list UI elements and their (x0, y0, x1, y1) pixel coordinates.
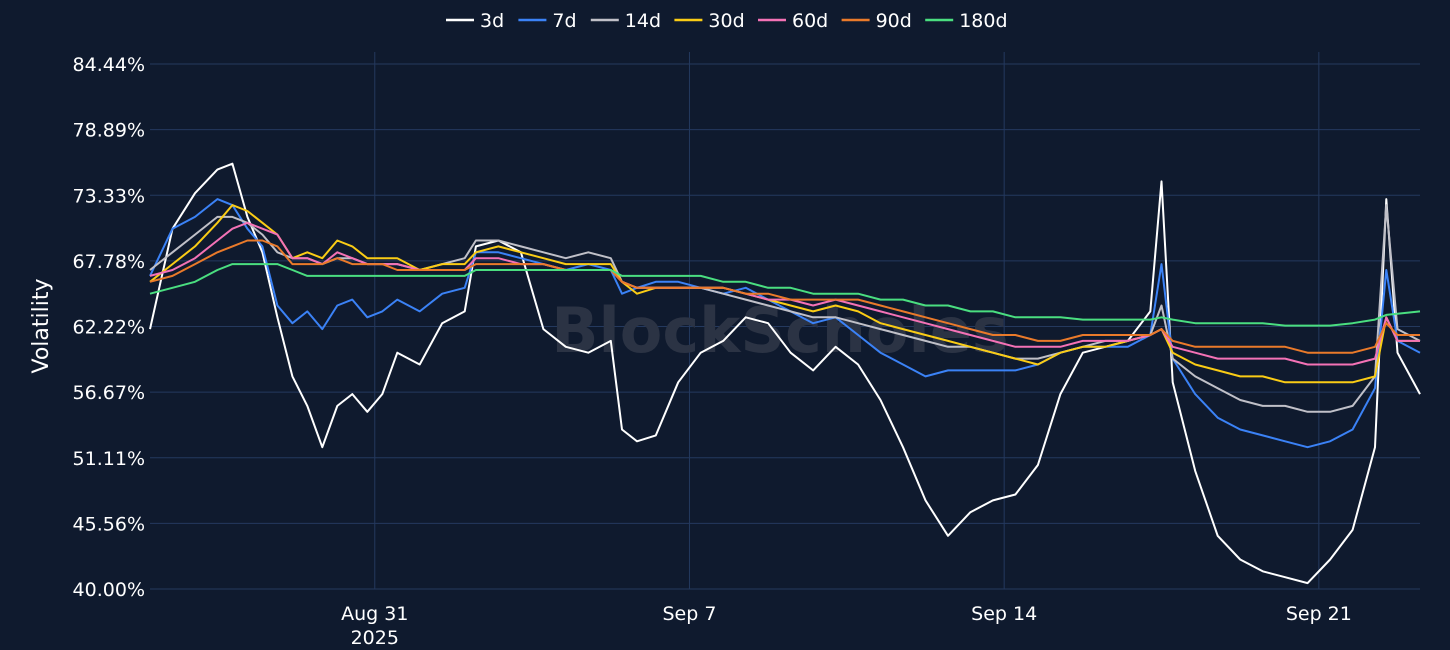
legend-label-180d: 180d (959, 10, 1007, 32)
y-tick-label: 56.67% (73, 382, 145, 404)
y-tick-label: 67.78% (73, 251, 145, 273)
series-lines (149, 162, 1421, 585)
y-tick-label: 51.11% (73, 448, 145, 470)
legend-label-14d: 14d (625, 10, 661, 32)
series-line-180d (149, 263, 1421, 327)
x-tick-sublabel: 2025 (351, 627, 399, 649)
legend: 3d 7d 14d 30d 60d 90d 180d (446, 10, 1008, 32)
y-tick-label: 78.89% (73, 120, 145, 142)
x-tick-label: Aug 31 (341, 603, 408, 625)
y-tick-label: 45.56% (73, 513, 145, 535)
legend-label-30d: 30d (708, 10, 744, 32)
y-tick-label: 62.22% (73, 317, 145, 339)
series-line-90d (149, 239, 1420, 354)
legend-label-60d: 60d (792, 10, 828, 32)
legend-label-3d: 3d (480, 10, 504, 32)
y-tick-label: 40.00% (73, 579, 145, 601)
legend-label-7d: 7d (552, 10, 576, 32)
x-tick-label: Sep 7 (662, 603, 716, 625)
x-tick-label: Sep 14 (971, 603, 1037, 625)
y-tick-label: 84.44% (73, 54, 145, 76)
x-tick-label: Sep 21 (1286, 603, 1352, 625)
y-axis-ticks: 40.00% 45.56% 51.11% 56.67% 62.22% 67.78% 73.3… (73, 54, 145, 601)
series-line-3d (149, 162, 1421, 585)
y-axis-label: Volatility (29, 278, 54, 373)
grid-lines (150, 52, 1420, 590)
series-line-7d (149, 198, 1421, 449)
legend-label-90d: 90d (876, 10, 912, 32)
y-tick-label: 73.33% (73, 185, 145, 207)
